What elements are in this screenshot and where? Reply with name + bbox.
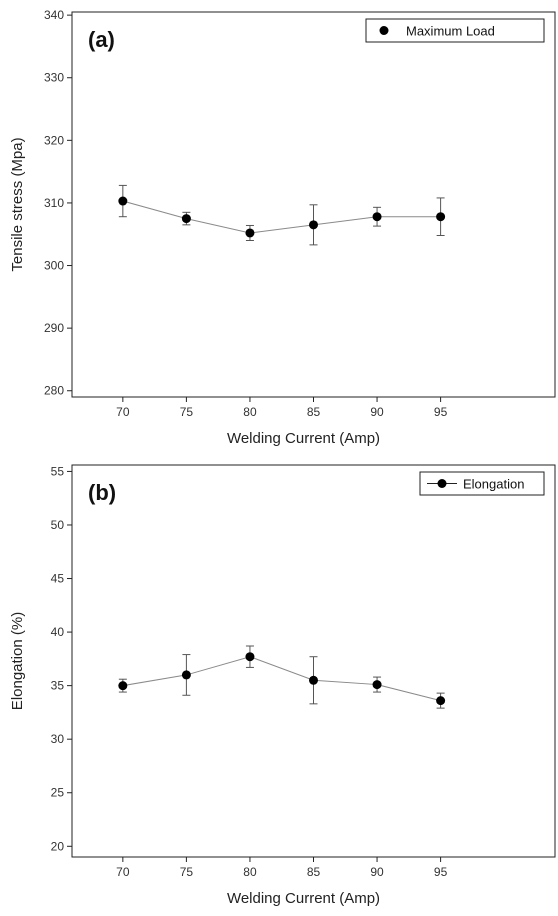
data-point — [181, 214, 191, 224]
y-tick-label: 330 — [44, 71, 64, 85]
y-axis-title: Tensile stress (Mpa) — [9, 137, 26, 271]
legend-box — [365, 18, 545, 43]
data-point — [245, 228, 255, 238]
chart-panel-1: 20 25 30 35 40 45 50 55 70 75 80 85 90 95 Welding Curr… — [9, 464, 556, 907]
y-tick-label: 35 — [51, 679, 65, 693]
x-tick-label: 80 — [243, 865, 257, 879]
panel-label: (b) — [88, 480, 116, 505]
y-tick-label: 320 — [44, 133, 64, 147]
legend-box — [419, 471, 545, 496]
legend-marker — [437, 479, 447, 488]
x-tick-label: 85 — [307, 405, 321, 419]
data-point — [309, 220, 318, 230]
y-tick-label: 25 — [51, 786, 65, 800]
x-tick-label: 90 — [370, 865, 384, 879]
x-tick-label: 85 — [307, 865, 321, 879]
x-tick-label: 75 — [180, 865, 194, 879]
x-tick-label: 80 — [243, 405, 257, 419]
data-point — [309, 675, 318, 685]
y-tick-label: 340 — [44, 8, 64, 22]
y-tick-label: 310 — [44, 196, 64, 210]
legend-marker — [379, 26, 389, 35]
y-tick-label: 20 — [51, 839, 65, 853]
x-axis-title: Welding Current (Amp) — [227, 890, 380, 907]
y-tick-label: 30 — [51, 732, 65, 746]
data-point — [436, 212, 446, 222]
y-tick-label: 290 — [44, 321, 64, 335]
y-tick-label: 300 — [44, 259, 64, 273]
chart-panel-0: 280 290 300 310 320 330 340 70 75 80 85 90 95 Welding… — [9, 8, 556, 447]
y-tick-label: 40 — [51, 625, 65, 639]
y-tick-label: 50 — [51, 518, 65, 532]
data-point — [245, 652, 255, 662]
x-tick-label: 70 — [116, 405, 130, 419]
x-axis-title: Welding Current (Amp) — [227, 430, 380, 447]
x-tick-label: 75 — [180, 405, 194, 419]
data-point — [372, 212, 382, 222]
series-line — [122, 656, 441, 702]
panel-label: (a) — [88, 27, 115, 52]
data-point — [181, 670, 191, 680]
x-tick-label: 95 — [434, 405, 448, 419]
data-point — [118, 681, 128, 691]
legend-label: Maximum Load — [406, 24, 495, 39]
data-point — [436, 696, 446, 706]
data-point — [372, 680, 382, 690]
data-point — [118, 196, 128, 206]
x-tick-label: 70 — [116, 865, 130, 879]
series-line — [122, 200, 441, 234]
y-tick-label: 55 — [51, 464, 65, 478]
legend-label: Elongation — [463, 477, 524, 492]
y-axis-title: Elongation (%) — [9, 612, 26, 710]
y-tick-label: 280 — [44, 384, 64, 398]
y-tick-label: 45 — [51, 572, 65, 586]
x-tick-label: 95 — [434, 865, 448, 879]
x-tick-label: 90 — [370, 405, 384, 419]
